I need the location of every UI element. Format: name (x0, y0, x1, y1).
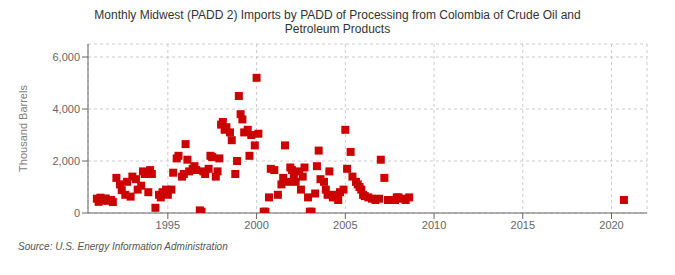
svg-text:2000: 2000 (244, 219, 268, 231)
html-text:Source: U.S. Energy Informatio: Source: U.S. Energy Information Administ… (18, 241, 228, 252)
svg-text:0: 0 (74, 207, 80, 219)
svg-text:6,000: 6,000 (52, 51, 80, 63)
svg-text:2010: 2010 (422, 219, 446, 231)
html-text:Monthly Midwest (PADD 2) Impor: Monthly Midwest (PADD 2) Imports by PADD… (94, 8, 581, 22)
svg-text:Thousand Barrels: Thousand Barrels (17, 85, 29, 172)
html-text:Petroleum Products: Petroleum Products (284, 22, 391, 36)
svg-text:4,000: 4,000 (52, 103, 80, 115)
svg-text:2020: 2020 (599, 219, 623, 231)
svg-text:1995: 1995 (156, 219, 180, 231)
svg-text:2005: 2005 (333, 219, 357, 231)
svg-text:2,000: 2,000 (52, 155, 80, 167)
svg-text:2015: 2015 (511, 219, 535, 231)
